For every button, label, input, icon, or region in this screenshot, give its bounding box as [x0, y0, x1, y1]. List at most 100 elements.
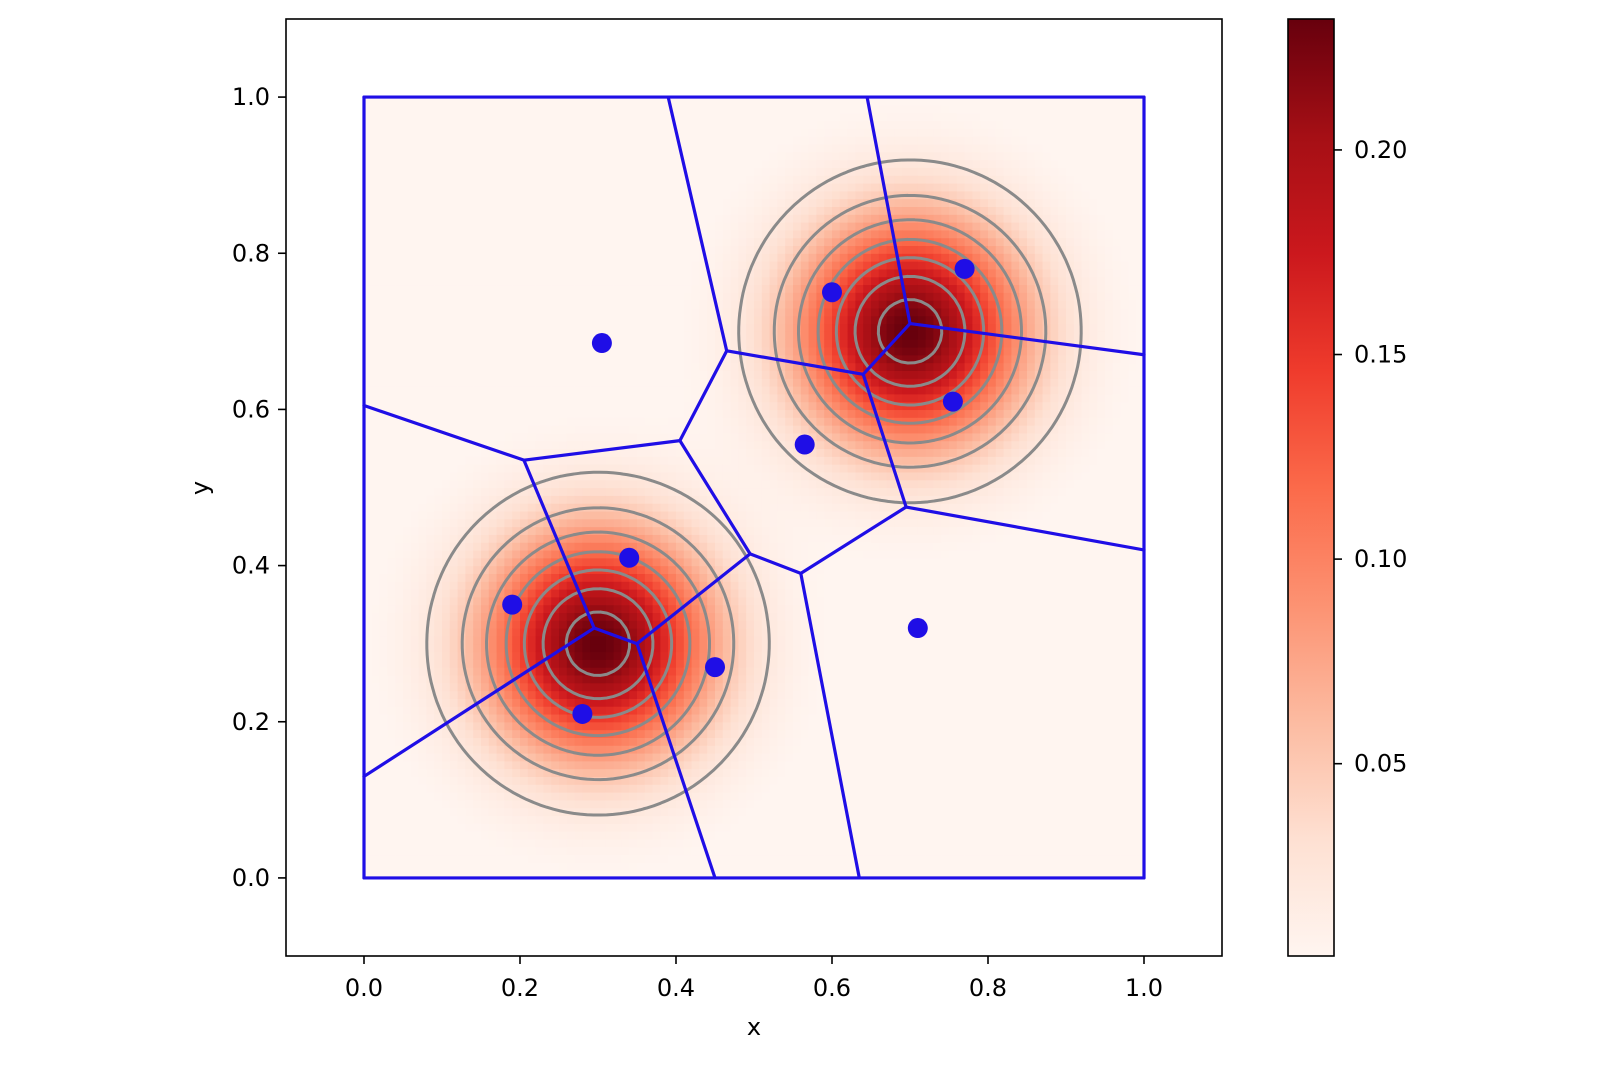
heatmap-cell	[676, 276, 685, 286]
heatmap-cell	[652, 432, 661, 442]
heatmap-cell	[621, 323, 630, 332]
heatmap-cell	[449, 721, 459, 731]
heatmap-cell	[449, 698, 459, 707]
heatmap-cell	[559, 628, 568, 637]
heatmap-cell	[496, 729, 505, 738]
heatmap-cell	[457, 807, 466, 817]
heatmap-cell	[379, 222, 388, 231]
heatmap-cell	[473, 635, 482, 645]
heatmap-cell	[403, 261, 412, 270]
heatmap-cell	[473, 159, 482, 168]
heatmap-cell	[730, 261, 739, 270]
heatmap-cell	[364, 620, 373, 629]
heatmap-cell	[403, 651, 412, 660]
heatmap-cell	[442, 253, 451, 262]
heatmap-cell	[488, 222, 498, 231]
heatmap-cell	[364, 432, 373, 442]
heatmap-cell	[434, 214, 443, 223]
heatmap-cell	[590, 284, 599, 293]
heatmap-cell	[566, 128, 576, 137]
heatmap-cell	[605, 737, 615, 746]
heatmap-cell	[621, 432, 630, 442]
heatmap-cell	[418, 393, 427, 403]
heatmap-cell	[410, 300, 420, 309]
heatmap-cell	[722, 104, 732, 114]
heatmap-cell	[395, 549, 404, 559]
heatmap-cell	[418, 385, 427, 395]
heatmap-cell	[465, 182, 474, 192]
heatmap-cell	[652, 112, 661, 122]
heatmap-cell	[683, 229, 693, 239]
heatmap-cell	[730, 823, 739, 832]
heatmap-cell	[535, 190, 544, 200]
heatmap-cell	[637, 549, 646, 559]
heatmap-cell	[364, 854, 373, 863]
heatmap-cell	[535, 503, 544, 512]
heatmap-cell	[379, 862, 388, 871]
heatmap-cell	[738, 432, 747, 442]
heatmap-cell	[699, 776, 708, 785]
heatmap-cell	[504, 713, 513, 723]
heatmap-cell	[691, 245, 700, 254]
heatmap-cell	[722, 768, 732, 778]
heatmap-cell	[644, 175, 654, 184]
heatmap-cell	[410, 229, 420, 239]
heatmap-cell	[520, 838, 529, 848]
heatmap-cell	[434, 596, 443, 606]
heatmap-cell	[590, 417, 599, 426]
heatmap-cell	[574, 370, 583, 379]
heatmap-cell	[605, 792, 615, 801]
heatmap-cell	[746, 159, 755, 168]
heatmap-cell	[629, 190, 638, 200]
heatmap-cell	[668, 206, 677, 215]
heatmap-cell	[590, 214, 599, 223]
heatmap-cell	[590, 643, 599, 653]
heatmap-cell	[504, 503, 513, 512]
heatmap-cell	[605, 448, 615, 457]
heatmap-cell	[676, 815, 685, 824]
heatmap-cell	[699, 307, 708, 317]
heatmap-cell	[551, 823, 560, 832]
heatmap-cell	[691, 745, 700, 754]
heatmap-cell	[566, 589, 576, 598]
heatmap-cell	[488, 573, 498, 582]
heatmap-cell	[598, 831, 607, 840]
heatmap-cell	[504, 425, 513, 434]
heatmap-cell	[676, 214, 685, 223]
heatmap-cell	[535, 487, 544, 496]
heatmap-cell	[590, 112, 599, 122]
heatmap-cell	[574, 245, 583, 254]
heatmap-cell	[527, 370, 537, 379]
heatmap-cell	[707, 628, 716, 637]
heatmap-cell	[668, 846, 677, 856]
heatmap-cell	[442, 378, 451, 387]
heatmap-cell	[512, 510, 521, 520]
heatmap-cell	[598, 323, 607, 332]
heatmap-cell	[488, 393, 498, 403]
heatmap-cell	[551, 346, 560, 356]
heatmap-cell	[512, 206, 521, 215]
heatmap-cell	[722, 292, 732, 301]
heatmap-cell	[566, 276, 576, 286]
heatmap-cell	[559, 635, 568, 645]
heatmap-cell	[722, 128, 732, 137]
heatmap-cell	[652, 261, 661, 270]
heatmap-cell	[488, 737, 498, 746]
heatmap-cell	[551, 854, 560, 863]
heatmap-cell	[746, 745, 755, 754]
heatmap-cell	[481, 198, 490, 207]
heatmap-cell	[434, 635, 443, 645]
heatmap-cell	[449, 604, 459, 614]
heatmap-cell	[403, 182, 412, 192]
heatmap-cell	[465, 760, 474, 770]
heatmap-cell	[426, 284, 435, 293]
heatmap-cell	[434, 503, 443, 512]
heatmap-cell	[457, 667, 466, 676]
heatmap-cell	[410, 503, 420, 512]
heatmap-cell	[715, 182, 724, 192]
heatmap-cell	[434, 346, 443, 356]
heatmap-cell	[496, 401, 505, 411]
heatmap-cell	[410, 182, 420, 192]
heatmap-cell	[387, 120, 396, 129]
heatmap-cell	[434, 464, 443, 473]
